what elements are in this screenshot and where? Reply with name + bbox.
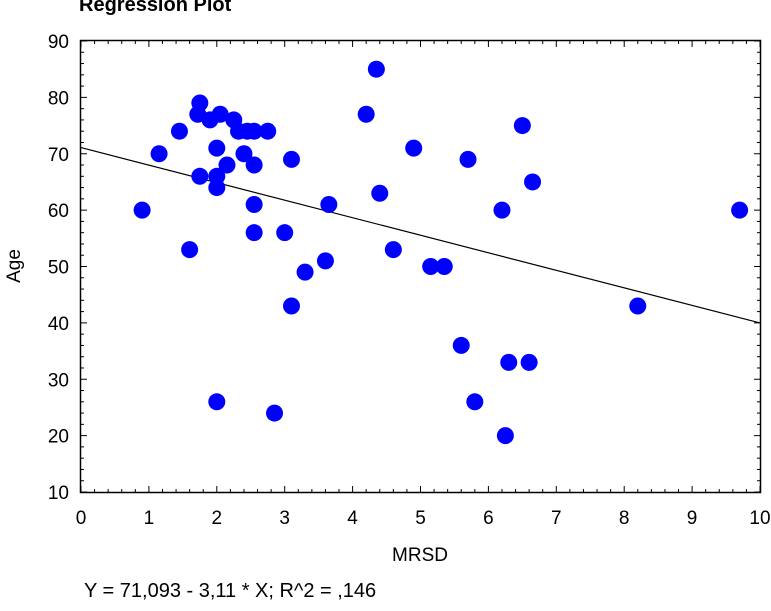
data-point <box>367 60 385 78</box>
data-point <box>282 150 300 168</box>
data-point <box>208 393 226 411</box>
data-point <box>466 393 484 411</box>
data-point <box>371 184 389 202</box>
data-point <box>245 195 263 213</box>
data-point <box>524 173 542 191</box>
y-tick-label: 90 <box>48 32 69 53</box>
data-point <box>235 145 253 163</box>
x-tick-label: 6 <box>483 508 494 529</box>
data-point <box>452 336 470 354</box>
data-point <box>435 258 453 275</box>
y-tick-label: 40 <box>48 314 69 335</box>
data-point <box>245 156 263 174</box>
data-point <box>181 241 199 259</box>
data-point <box>245 224 263 242</box>
data-point <box>316 252 334 270</box>
y-tick-label: 30 <box>48 370 69 391</box>
x-tick-label: 0 <box>76 508 87 529</box>
y-tick-label: 60 <box>48 201 69 222</box>
data-point <box>384 241 402 259</box>
x-tick-label: 7 <box>551 508 562 529</box>
data-point <box>320 195 338 213</box>
y-tick-label: 50 <box>48 258 69 279</box>
x-tick-label: 8 <box>619 508 630 529</box>
data-point <box>296 263 314 281</box>
data-point <box>218 156 236 174</box>
x-tick-label: 1 <box>144 508 155 529</box>
data-point <box>259 122 277 140</box>
plot-area-frame <box>79 39 762 494</box>
data-point <box>405 139 423 157</box>
data-point <box>422 258 440 275</box>
y-axis-label: Age <box>4 249 25 283</box>
data-point <box>208 139 226 157</box>
y-tick-label: 70 <box>48 145 69 166</box>
data-point <box>500 353 518 371</box>
x-tick-label: 3 <box>279 508 290 529</box>
data-point <box>150 145 168 163</box>
y-tick-label: 10 <box>48 483 69 504</box>
data-point <box>208 179 226 197</box>
data-point <box>496 427 514 445</box>
data-point <box>629 297 647 315</box>
data-point <box>520 353 538 371</box>
data-point <box>731 201 749 219</box>
data-point <box>357 105 375 123</box>
data-point <box>191 167 209 185</box>
x-tick-label: 4 <box>347 508 358 529</box>
data-point <box>266 404 284 422</box>
tick-labels: 0 1 2 3 4 5 6 7 8 9 10 10 20 30 40 50 60 70 80 90 <box>48 32 771 529</box>
data-point <box>211 105 229 123</box>
y-tick-label: 80 <box>48 88 69 109</box>
data-point <box>170 122 188 140</box>
data-point <box>459 150 477 168</box>
axis-ticks <box>80 40 761 493</box>
data-point <box>245 122 263 140</box>
data-point <box>493 201 511 219</box>
x-axis-label: MRSD <box>392 545 448 566</box>
x-tick-label: 9 <box>687 508 698 529</box>
data-point <box>513 117 531 135</box>
x-tick-label: 10 <box>749 508 770 529</box>
regression-equation: Y = 71,093 - 3,11 * X; R^2 = ,146 <box>84 580 377 602</box>
data-point <box>133 201 151 219</box>
x-tick-label: 5 <box>415 508 426 529</box>
data-point <box>282 297 300 315</box>
chart-title: Regression Plot <box>79 0 232 16</box>
y-tick-label: 20 <box>48 427 69 448</box>
x-tick-label: 2 <box>212 508 223 529</box>
data-point <box>276 224 294 242</box>
data-points <box>133 60 749 445</box>
regression-line <box>80 147 761 324</box>
data-point <box>191 94 209 112</box>
